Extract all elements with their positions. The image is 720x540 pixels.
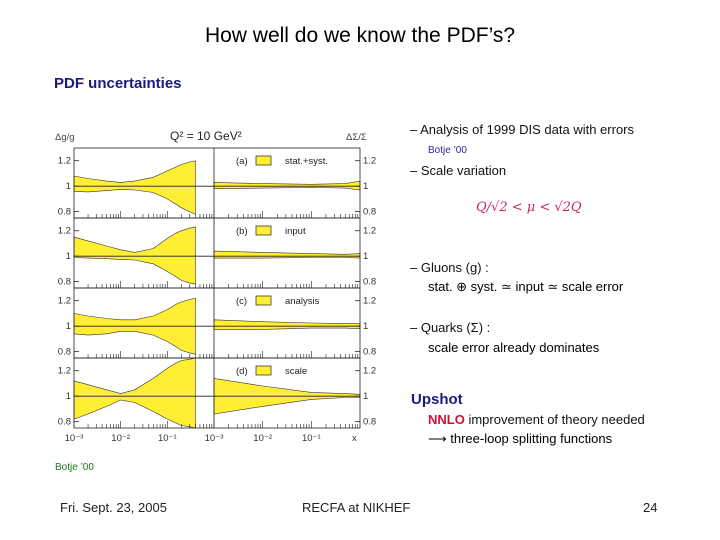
quark-band-3	[213, 319, 361, 330]
bullet-quarks: – Quarks (Σ) :	[410, 320, 491, 335]
chart-title: Q² = 10 GeV²	[170, 129, 242, 143]
panel-label: (a)	[236, 156, 248, 167]
ytick-label-left: 1	[66, 181, 71, 192]
ytick-label-right: 1	[363, 181, 368, 192]
ytick-label-right: 1.2	[363, 226, 376, 237]
ytick-label-left: 0.8	[58, 277, 71, 288]
legend-label: scale	[285, 366, 307, 377]
ytick-label-right: 1	[363, 321, 368, 332]
panel-label: (d)	[236, 366, 248, 377]
gluon-band-4	[73, 357, 196, 429]
x-axis-label: x	[352, 433, 357, 444]
left-axis-label: Δg/g	[55, 132, 75, 143]
ytick-label-right: 1	[363, 251, 368, 262]
figure-source-label: Botje ’00	[55, 462, 94, 473]
ytick-label-right: 1.2	[363, 156, 376, 167]
panel-label: (b)	[236, 226, 248, 237]
ytick-label-right: 1.2	[363, 296, 376, 307]
ytick-label-left: 1	[66, 391, 71, 402]
bullet-dis-analysis: – Analysis of 1999 DIS data with errors	[410, 122, 635, 137]
ytick-label-left: 1	[66, 251, 71, 262]
ytick-label-right: 0.8	[363, 417, 376, 428]
ytick-label-left: 1.2	[58, 296, 71, 307]
xtick-label-quark: 10⁻²	[253, 433, 272, 444]
gluon-band-1	[73, 160, 196, 215]
section-title: PDF uncertainties	[54, 75, 182, 92]
xtick-label-gluon: 10⁻²	[111, 433, 130, 444]
nnlo-label: NNLO	[428, 412, 465, 427]
quark-band-1	[213, 180, 361, 191]
panel-label: (c)	[236, 296, 247, 307]
xtick-label-gluon: 10⁻³	[65, 433, 84, 444]
legend-swatch	[255, 155, 272, 166]
xtick-label-quark: 10⁻³	[205, 433, 224, 444]
ytick-label-left: 1.2	[58, 366, 71, 377]
xtick-label-gluon: 10⁻¹	[158, 433, 177, 444]
bullet-quarks-detail: scale error already dominates	[428, 340, 600, 355]
legend-label: input	[285, 226, 306, 237]
ytick-label-right: 0.8	[363, 207, 376, 218]
slide-title: How well do we know the PDF’s?	[204, 24, 516, 47]
panel-frame-4	[73, 357, 361, 429]
bullet-scale-variation: – Scale variation	[410, 163, 507, 178]
gluon-band-2	[73, 226, 196, 285]
quark-band-2	[213, 250, 361, 259]
bullet-gluons: – Gluons (g) :	[410, 260, 489, 275]
ytick-label-left: 0.8	[58, 417, 71, 428]
ytick-label-right: 0.8	[363, 277, 376, 288]
legend-swatch	[255, 295, 272, 306]
ytick-label-right: 1	[363, 391, 368, 402]
ytick-label-left: 1	[66, 321, 71, 332]
legend-swatch	[255, 365, 272, 376]
right-axis-label: ΔΣ/Σ	[346, 132, 367, 143]
legend-label: stat.+syst.	[285, 156, 328, 167]
bullet-gluons-detail: stat. ⊕ syst. ≃ input ≃ scale error	[428, 279, 624, 294]
upshot-line-splitting: ⟶ three-loop splitting functions	[428, 431, 613, 446]
scale-formula: Q/√2 < μ < √2Q	[476, 200, 582, 215]
upshot-line-nnlo: NNLO improvement of theory needed	[428, 412, 645, 427]
upshot-heading: Upshot	[411, 391, 463, 408]
ytick-label-left: 1.2	[58, 156, 71, 167]
legend-label: analysis	[285, 296, 320, 307]
bullet-source-label: Botje ’00	[428, 145, 467, 156]
ytick-label-left: 0.8	[58, 347, 71, 358]
footer-venue: RECFA at NIKHEF	[302, 500, 411, 515]
ytick-label-left: 1.2	[58, 226, 71, 237]
upshot-line-text: improvement of theory needed	[464, 412, 645, 427]
ytick-label-left: 0.8	[58, 207, 71, 218]
footer-page-number: 24	[643, 500, 658, 515]
ytick-label-right: 0.8	[363, 347, 376, 358]
ytick-label-right: 1.2	[363, 366, 376, 377]
footer-date: Fri. Sept. 23, 2005	[60, 500, 167, 515]
xtick-label-quark: 10⁻¹	[302, 433, 321, 444]
legend-swatch	[255, 225, 272, 236]
